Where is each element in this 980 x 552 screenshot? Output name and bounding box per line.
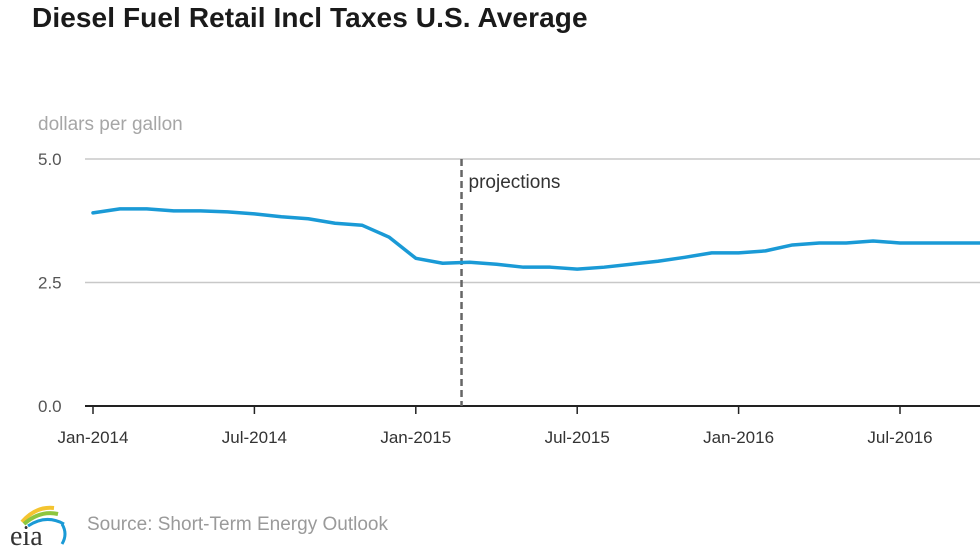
series-line-diesel-price — [91, 207, 980, 271]
x-axis: Jan-2014 Jul-2014 Jan-2015 Jul-2015 Jan-2016… — [58, 405, 980, 447]
line-chart: dollars per gallon 0.0 2.5 5.0 Jan-2014 Jul… — [38, 114, 980, 447]
x-tick-label: Jan-2014 — [58, 428, 129, 447]
x-tick-label: Jul-2016 — [867, 428, 932, 447]
projections-label: projections — [469, 172, 561, 193]
source-note: Source: Short-Term Energy Outlook — [87, 514, 388, 535]
x-tick-label: Jan-2016 — [703, 428, 774, 447]
series-layer — [91, 207, 980, 271]
y-tick-label: 5.0 — [38, 150, 62, 169]
projections-annotation: projections — [460, 159, 561, 406]
y-tick-label: 2.5 — [38, 274, 62, 293]
y-axis-label: dollars per gallon — [38, 114, 183, 135]
x-tick-label: Jan-2015 — [380, 428, 451, 447]
y-axis-ticks: 0.0 2.5 5.0 — [38, 150, 62, 416]
footer: eia Source: Short-Term Energy Outlook — [0, 500, 980, 552]
logo-text: eia — [10, 521, 43, 548]
x-tick-label: Jul-2014 — [222, 428, 287, 447]
chart-title: Diesel Fuel Retail Incl Taxes U.S. Avera… — [32, 2, 588, 33]
gridlines — [85, 158, 980, 284]
x-tick-label: Jul-2015 — [545, 428, 610, 447]
y-tick-label: 0.0 — [38, 397, 62, 416]
eia-logo-icon: eia — [10, 505, 67, 548]
